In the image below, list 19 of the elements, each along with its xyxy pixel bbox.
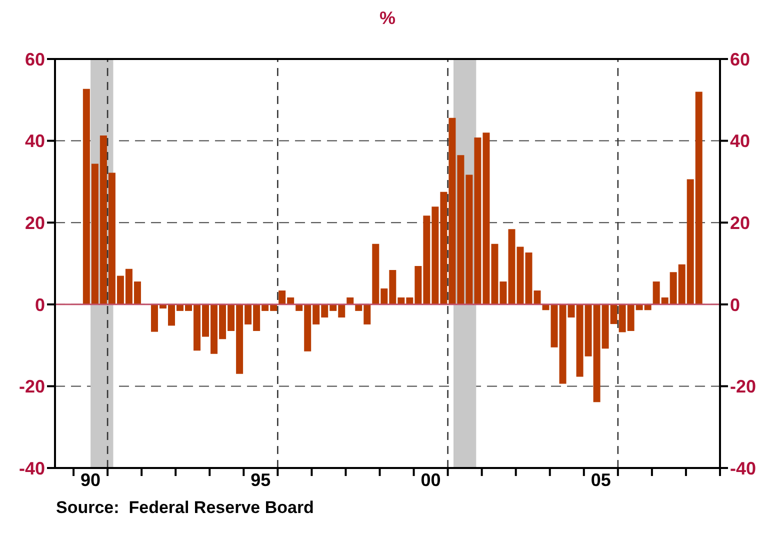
x-tick-label: 05 — [590, 470, 611, 490]
y2-tick-label: 0 — [730, 294, 740, 315]
chart-title: % — [378, 8, 396, 30]
y2-tick-label: 60 — [730, 49, 750, 70]
x-tick-label: 90 — [80, 470, 101, 490]
y-tick-label: -40 — [18, 458, 45, 478]
y2-tick-label: 20 — [730, 212, 750, 233]
y-tick-label: -20 — [18, 376, 45, 397]
source-note: Source: Federal Reserve Board — [56, 498, 315, 518]
bar — [534, 290, 541, 304]
y-tick-label: 0 — [34, 294, 45, 315]
y2-tick-label: -20 — [730, 376, 756, 397]
x-tick-label: 00 — [420, 470, 441, 490]
y-tick-label: 60 — [24, 49, 45, 70]
y2-tick-label: 40 — [730, 131, 750, 152]
x-tick-label: 95 — [250, 470, 271, 490]
y2-tick-label: -40 — [730, 458, 756, 478]
y-tick-label: 20 — [24, 212, 45, 233]
y-tick-label: 40 — [24, 131, 45, 152]
